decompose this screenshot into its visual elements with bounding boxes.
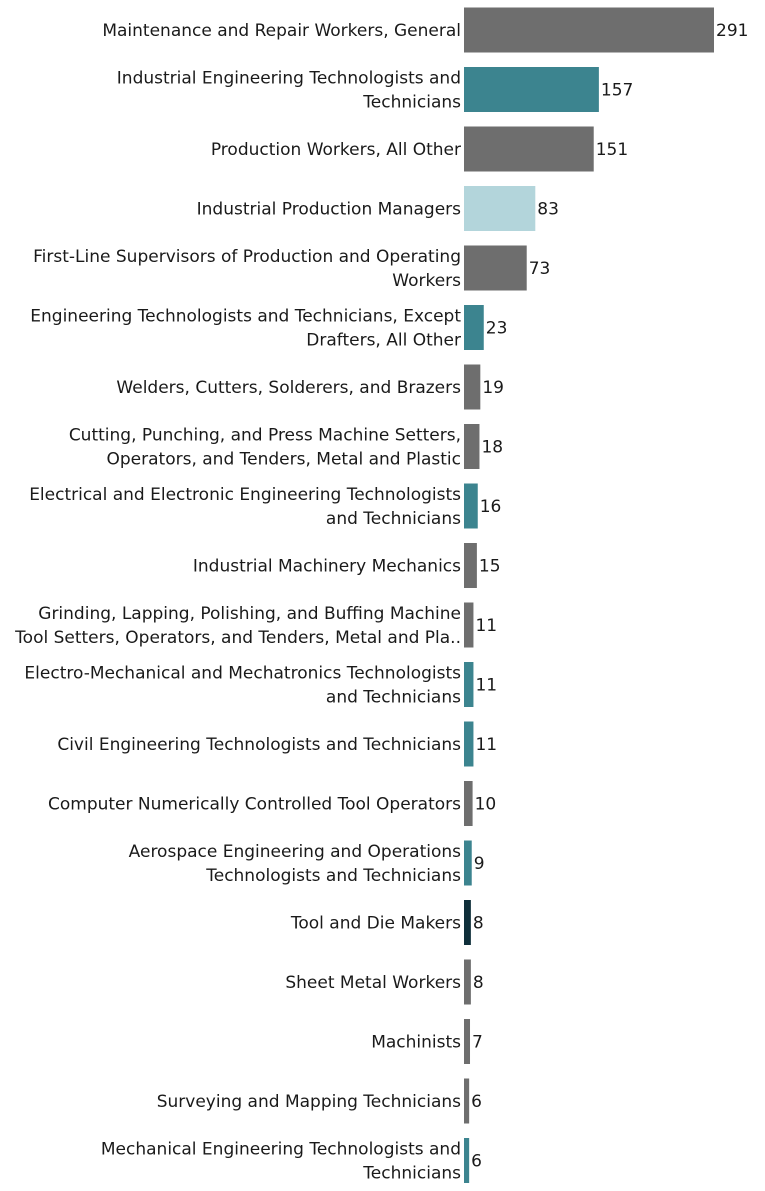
category-label-line: Computer Numerically Controlled Tool Ope…	[48, 795, 461, 815]
category-label-line: Electro-Mechanical and Mechatronics Tech…	[24, 664, 461, 684]
category-label: Civil Engineering Technologists and Tech…	[57, 735, 461, 755]
category-label: Maintenance and Repair Workers, General	[102, 21, 461, 41]
value-label: 7	[472, 1033, 483, 1053]
category-label-line: Operators, and Tenders, Metal and Plasti…	[107, 450, 462, 470]
category-labels: Maintenance and Repair Workers, General I…	[14, 21, 461, 1184]
bar	[464, 721, 474, 767]
category-label-line: Cutting, Punching, and Press Machine Set…	[69, 426, 461, 446]
category-label: Industrial Machinery Mechanics	[193, 557, 461, 577]
category-label-line: Mechanical Engineering Technologists and	[101, 1140, 461, 1160]
category-label-line: Industrial Machinery Mechanics	[193, 557, 461, 577]
bar	[464, 305, 484, 350]
category-label-line: Industrial Engineering Technologists and	[117, 69, 461, 89]
category-label: Machinists	[371, 1033, 461, 1053]
bar	[464, 1019, 471, 1064]
bar	[464, 483, 478, 529]
category-label-line: Technicians	[362, 93, 461, 113]
value-label: 8	[473, 914, 484, 934]
category-label: Computer Numerically Controlled Tool Ope…	[48, 795, 461, 815]
bar	[464, 1078, 470, 1124]
value-label: 6	[471, 1092, 482, 1112]
value-label: 83	[537, 200, 559, 220]
category-label: First-Line Supervisors of Production and…	[33, 247, 461, 291]
category-label-line: Sheet Metal Workers	[285, 973, 461, 993]
value-label: 10	[475, 795, 497, 815]
value-label: 8	[473, 973, 484, 993]
category-label: Industrial Production Managers	[197, 200, 461, 220]
bar	[464, 781, 473, 826]
category-label-line: Drafters, All Other	[306, 331, 461, 351]
category-label: Grinding, Lapping, Polishing, and Buffin…	[14, 604, 461, 648]
category-label: Industrial Engineering Technologists and…	[117, 69, 461, 113]
category-label-line: Workers	[392, 271, 461, 291]
bar	[464, 424, 480, 469]
category-label-line: First-Line Supervisors of Production and…	[33, 247, 461, 267]
category-label-line: Engineering Technologists and Technician…	[30, 307, 461, 327]
category-label-line: Production Workers, All Other	[211, 140, 461, 160]
value-label: 19	[482, 378, 504, 398]
category-label-line: Technicians	[362, 1164, 461, 1184]
category-label: Aerospace Engineering and Operations Tech…	[129, 842, 461, 886]
category-label: Electrical and Electronic Engineering Te…	[29, 485, 461, 529]
value-label: 9	[474, 854, 485, 874]
value-label: 11	[475, 676, 497, 696]
value-label: 16	[480, 497, 502, 517]
value-label: 291	[716, 21, 748, 41]
category-label-line: and Technicians	[326, 688, 461, 708]
category-label-line: Tool and Die Makers	[290, 914, 461, 934]
bar	[464, 959, 471, 1005]
category-label-line: Machinists	[371, 1033, 461, 1053]
category-label: Engineering Technologists and Technician…	[30, 307, 461, 351]
category-label: Surveying and Mapping Technicians	[157, 1092, 461, 1112]
value-label: 157	[601, 81, 633, 101]
value-label: 11	[475, 735, 497, 755]
category-label-line: Electrical and Electronic Engineering Te…	[29, 485, 461, 505]
bar	[464, 186, 536, 231]
bar	[464, 126, 594, 172]
category-label-line: Welders, Cutters, Solderers, and Brazers	[116, 378, 461, 398]
category-label: Electro-Mechanical and Mechatronics Tech…	[24, 664, 461, 708]
category-label-line: Surveying and Mapping Technicians	[157, 1092, 461, 1112]
category-label: Welders, Cutters, Solderers, and Brazers	[116, 378, 461, 398]
category-label-line: Grinding, Lapping, Polishing, and Buffin…	[38, 604, 461, 624]
value-label: 23	[486, 319, 508, 339]
category-label-line: and Technicians	[326, 509, 461, 529]
bar	[464, 543, 477, 588]
value-labels: 291 157 151 83 73 23 19 18 16 15 11 11 11 10 9 8 8 7 6 6	[471, 21, 748, 1172]
bar	[464, 900, 471, 945]
value-label: 6	[471, 1152, 482, 1172]
bar	[464, 1138, 470, 1183]
category-label-line: Technologists and Technicians	[205, 866, 461, 886]
value-label: 11	[475, 616, 497, 636]
value-label: 151	[596, 140, 628, 160]
bar	[464, 364, 481, 410]
bar	[464, 840, 472, 886]
category-label-line: Civil Engineering Technologists and Tech…	[57, 735, 461, 755]
category-label-line: Tool Setters, Operators, and Tenders, Me…	[14, 628, 461, 648]
bar	[464, 67, 599, 112]
value-label: 18	[481, 438, 503, 458]
category-label-line: Aerospace Engineering and Operations	[129, 842, 461, 862]
category-label: Mechanical Engineering Technologists and…	[101, 1140, 461, 1184]
category-label: Cutting, Punching, and Press Machine Set…	[69, 426, 461, 470]
bar	[464, 602, 474, 648]
category-label-line: Maintenance and Repair Workers, General	[102, 21, 461, 41]
value-label: 73	[529, 259, 551, 279]
bar	[464, 245, 527, 291]
category-label: Sheet Metal Workers	[285, 973, 461, 993]
bars	[464, 7, 714, 1183]
value-label: 15	[479, 557, 501, 577]
category-label-line: Industrial Production Managers	[197, 200, 461, 220]
bar	[464, 7, 714, 53]
bar	[464, 662, 474, 707]
category-label: Production Workers, All Other	[211, 140, 461, 160]
category-label: Tool and Die Makers	[290, 914, 461, 934]
